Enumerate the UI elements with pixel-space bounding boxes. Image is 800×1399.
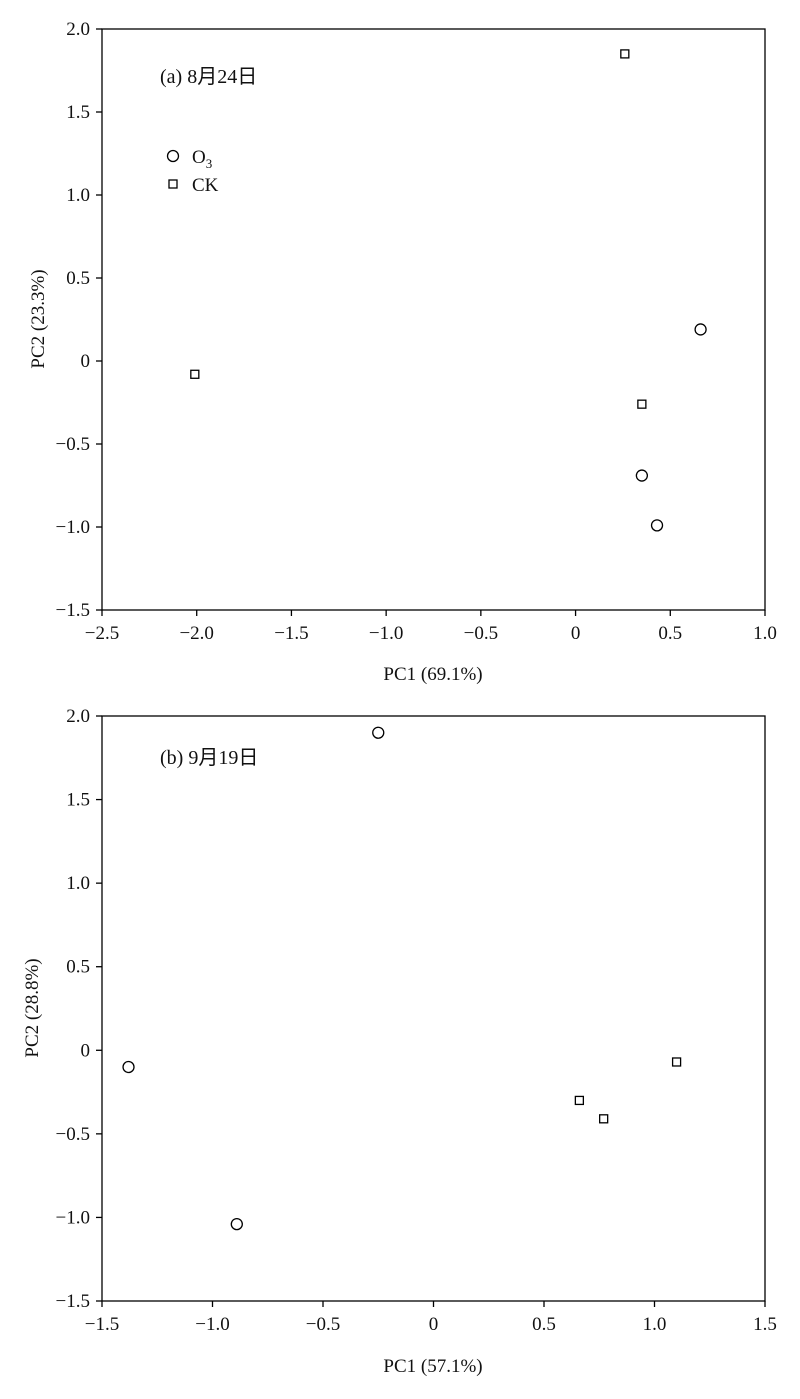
- y-axis-label-a: PC2 (23.3%): [28, 269, 49, 368]
- x-tick-label-a: −2.5: [85, 623, 119, 644]
- legend-o3-marker: [166, 149, 180, 163]
- y-tick-label-a: 0.5: [66, 268, 90, 289]
- y-tick-label-a: −0.5: [56, 434, 90, 455]
- legend-ck-label: CK: [192, 175, 219, 196]
- x-tick-label-b: 0: [429, 1314, 439, 1335]
- y-tick-label-b: 0: [81, 1040, 91, 1061]
- x-tick-label-a: 0: [571, 623, 581, 644]
- x-tick-label-a: 1.0: [753, 623, 777, 644]
- legend: O3 CK: [166, 147, 219, 196]
- x-tick-label-b: −1.0: [195, 1314, 229, 1335]
- y-tick-label-b: −1.0: [56, 1207, 90, 1228]
- legend-ck-marker: [168, 179, 178, 189]
- y-tick-label-b: 1.5: [66, 790, 90, 811]
- y-tick-label-a: 1.0: [66, 185, 90, 206]
- ck-point: [190, 369, 200, 379]
- plot-area-b: [101, 715, 766, 1302]
- y-tick-label-b: 1.0: [66, 873, 90, 894]
- x-tick-label-b: −0.5: [306, 1314, 340, 1335]
- x-tick-label-b: 0.5: [532, 1314, 556, 1335]
- x-tick-label-a: −1.5: [274, 623, 308, 644]
- x-axis-label-b: PC1 (57.1%): [383, 1356, 482, 1377]
- x-tick-label-b: 1.0: [643, 1314, 667, 1335]
- x-axis-label-a: PC1 (69.1%): [383, 664, 482, 685]
- y-axis-label-b: PC2 (28.8%): [22, 958, 43, 1057]
- o3-point: [122, 1060, 135, 1074]
- y-tick-label-b: −1.5: [56, 1291, 90, 1312]
- x-tick-label-b: −1.5: [85, 1314, 119, 1335]
- x-tick-label-a: −0.5: [464, 623, 498, 644]
- plot-area-a: [101, 28, 766, 611]
- ck-point: [671, 1057, 682, 1067]
- o3-point: [694, 323, 707, 336]
- ck-point: [599, 1114, 609, 1124]
- x-tick-label-a: 0.5: [658, 623, 682, 644]
- y-tick-label-a: −1.0: [56, 517, 90, 538]
- ck-point: [574, 1095, 585, 1106]
- panel-a-title: (a) 8月24日: [160, 66, 257, 88]
- y-tick-label-a: −1.5: [56, 600, 90, 621]
- y-tick-label-b: 2.0: [66, 706, 90, 727]
- panel-b-title: (b) 9月19日: [160, 747, 258, 769]
- x-tick-label-b: 1.5: [753, 1314, 777, 1335]
- o3-point: [372, 726, 385, 739]
- panel-a: −2.5 −2.0 −1.5 −1.0 −0.5 0 0.5 1.0 2.0 1.5 1.0 0.5 0…: [28, 19, 777, 685]
- x-tick-label-a: −2.0: [179, 623, 213, 644]
- y-tick-label-a: 1.5: [66, 102, 90, 123]
- o3-point: [650, 519, 664, 532]
- x-tick-label-a: −1.0: [369, 623, 403, 644]
- o3-point: [635, 469, 649, 482]
- ck-point: [620, 49, 630, 59]
- y-tick-label-b: −0.5: [56, 1124, 90, 1145]
- y-tick-label-a: 2.0: [66, 19, 90, 40]
- panel-b: −1.5 −1.0 −0.5 0 0.5 1.0 1.5 2.0 1.5 1.0 0.5 0 −0.5 −…: [22, 706, 777, 1377]
- y-tick-label-a: 0: [81, 351, 91, 372]
- y-tick-label-b: 0.5: [66, 957, 90, 978]
- ck-point: [637, 399, 647, 409]
- legend-o3-label: O3: [192, 147, 212, 171]
- o3-point: [230, 1217, 243, 1231]
